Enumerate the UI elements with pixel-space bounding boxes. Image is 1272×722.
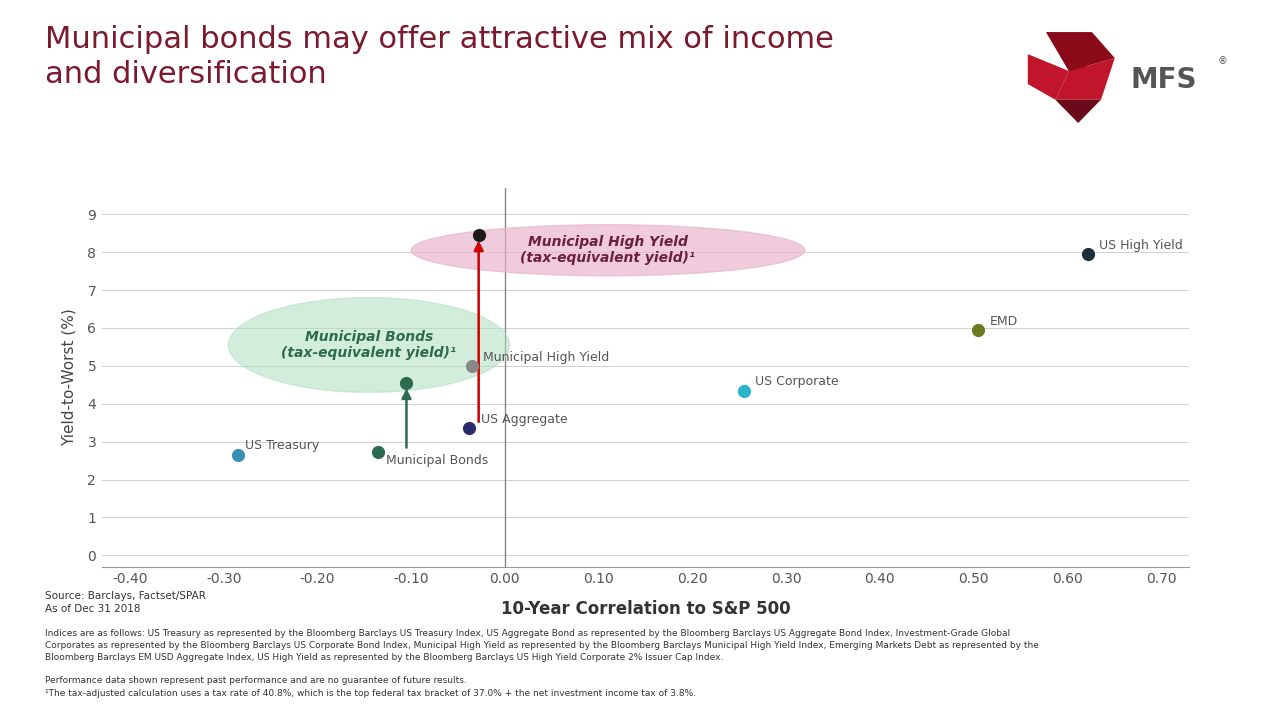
Text: Municipal Bonds
(tax-equivalent yield)¹: Municipal Bonds (tax-equivalent yield)¹	[281, 330, 457, 360]
Point	[468, 230, 488, 241]
Polygon shape	[1056, 100, 1102, 123]
Text: US Corporate: US Corporate	[756, 375, 838, 388]
Point	[968, 324, 988, 336]
Text: Municipal bonds may offer attractive mix of income
and diversification: Municipal bonds may offer attractive mix…	[45, 25, 833, 89]
Text: Performance data shown represent past performance and are no guarantee of future: Performance data shown represent past pe…	[45, 676, 467, 684]
Text: Municipal High Yield: Municipal High Yield	[483, 351, 609, 364]
X-axis label: 10-Year Correlation to S&P 500: 10-Year Correlation to S&P 500	[501, 600, 790, 618]
Polygon shape	[1046, 32, 1091, 71]
Point	[397, 377, 417, 388]
Text: ¹The tax-adjusted calculation uses a tax rate of 40.8%, which is the top federal: ¹The tax-adjusted calculation uses a tax…	[45, 689, 696, 697]
Y-axis label: Yield-to-Worst (%): Yield-to-Worst (%)	[61, 308, 76, 446]
Ellipse shape	[229, 297, 510, 393]
Text: Indices are as follows: US Treasury as represented by the Bloomberg Barclays US : Indices are as follows: US Treasury as r…	[45, 629, 1038, 662]
Text: MFS: MFS	[1131, 66, 1197, 94]
Text: US Aggregate: US Aggregate	[481, 413, 567, 426]
Polygon shape	[1056, 58, 1114, 100]
Ellipse shape	[411, 225, 805, 276]
Text: Municipal High Yield
(tax-equivalent yield)¹: Municipal High Yield (tax-equivalent yie…	[520, 235, 696, 266]
Text: US Treasury: US Treasury	[245, 438, 319, 451]
Text: Municipal Bonds: Municipal Bonds	[385, 453, 488, 466]
Text: Source: Barclays, Factset/SPAR
As of Dec 31 2018: Source: Barclays, Factset/SPAR As of Dec…	[45, 591, 205, 614]
Text: US High Yield: US High Yield	[1099, 239, 1183, 252]
Text: EMD: EMD	[990, 315, 1018, 328]
Point	[734, 385, 754, 396]
Text: ®: ®	[1217, 56, 1227, 66]
Point	[368, 446, 388, 458]
Point	[1077, 248, 1098, 260]
Point	[459, 422, 480, 434]
Point	[228, 449, 248, 461]
Point	[462, 360, 482, 372]
Polygon shape	[1046, 32, 1114, 71]
Polygon shape	[1028, 54, 1068, 100]
